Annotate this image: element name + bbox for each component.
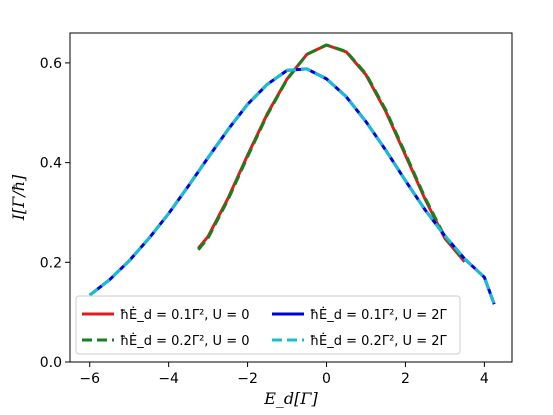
plot-frame — [69, 32, 513, 363]
y-axis-label: I[Γ/ħ] — [9, 174, 28, 221]
x-tick-label: 0 — [322, 371, 331, 387]
y-tick-label: 0.4 — [40, 156, 62, 172]
legend-box — [75, 295, 461, 355]
x-axis-label: E_d[Γ] — [263, 389, 318, 408]
ticks-layer: −6 −4 −2 0 2 4 0.0 0.2 0.4 0.6 — [40, 56, 489, 387]
x-tick-label: −2 — [237, 371, 258, 387]
legend-label: ħĖ_d = 0.2Γ², U = 2Γ — [310, 333, 447, 349]
x-tick-label: −6 — [79, 371, 100, 387]
series-line-4 — [88, 67, 496, 305]
x-tick-label: 4 — [480, 371, 489, 387]
x-tick-label: −4 — [158, 371, 179, 387]
legend-label: ħĖ_d = 0.2Γ², U = 0 — [120, 333, 250, 349]
series-line-3 — [88, 67, 496, 305]
x-tick-label: 2 — [401, 371, 410, 387]
legend: ħĖ_d = 0.1Γ², U = 0 ħĖ_d = 0.2Γ², U = 0 ħĖ… — [75, 295, 461, 355]
series-layer — [88, 43, 496, 305]
y-tick-label: 0.6 — [40, 56, 62, 72]
y-tick-label: 0.2 — [40, 255, 62, 271]
series-line-2 — [197, 43, 466, 262]
legend-label: ħĖ_d = 0.1Γ², U = 0 — [120, 307, 250, 323]
y-tick-label: 0.0 — [40, 355, 62, 371]
series-line-1 — [197, 43, 466, 263]
legend-label: ħĖ_d = 0.1Γ², U = 2Γ — [310, 307, 447, 323]
